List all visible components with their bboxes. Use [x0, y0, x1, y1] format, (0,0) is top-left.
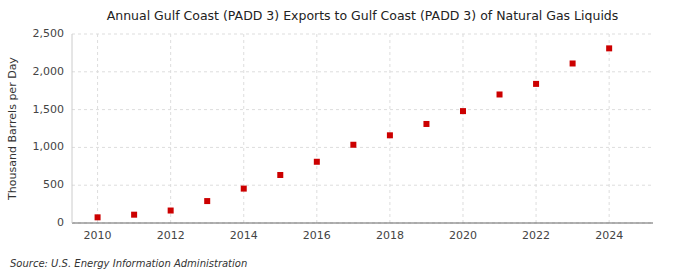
y-grid-line [72, 109, 653, 110]
x-grid-line [609, 34, 610, 223]
x-axis-line [72, 223, 653, 224]
point [314, 159, 320, 165]
x-tick-label: 2012 [157, 229, 185, 242]
y-tick-label: 2,000 [33, 65, 65, 78]
y-grid-line [72, 71, 653, 72]
point [131, 212, 137, 218]
x-grid-line [170, 34, 171, 223]
source-note: Source: U.S. Energy Information Administ… [10, 258, 247, 269]
x-grid-line [389, 34, 390, 223]
y-tick-label: 0 [57, 216, 64, 229]
point [387, 132, 393, 138]
y-tick-label: 2,500 [33, 27, 65, 40]
point [533, 81, 539, 87]
point [460, 108, 466, 114]
x-tick-label: 2014 [230, 229, 258, 242]
axes: 0 500 1,000 1,500 2,000 2,500 2010 2012 2014 2016… [33, 27, 654, 242]
point [350, 142, 356, 148]
y-axis-line [72, 34, 73, 223]
y-grid-line [72, 34, 653, 35]
x-grid-line [243, 34, 244, 223]
point [570, 60, 576, 66]
x-grid-line [97, 34, 98, 223]
x-grid-line [462, 34, 463, 223]
point [277, 172, 283, 178]
x-tick-label: 2010 [84, 229, 112, 242]
y-grid-line [72, 185, 653, 186]
point [606, 45, 612, 51]
x-tick-label: 2020 [449, 229, 477, 242]
x-tick-label: 2018 [376, 229, 404, 242]
point [241, 186, 247, 192]
title: Annual Gulf Coast (PADD 3) Exports to Gu… [107, 8, 619, 23]
points [95, 45, 613, 220]
grid [72, 34, 653, 223]
point [168, 208, 174, 214]
point [204, 198, 210, 204]
y-grid-line [72, 147, 653, 148]
x-tick-label: 2024 [595, 229, 623, 242]
x-tick-label: 2016 [303, 229, 331, 242]
point [497, 91, 503, 97]
x-grid-line [316, 34, 317, 223]
y-axis-label: Thousand Barrels per Day [6, 57, 19, 201]
point [423, 121, 429, 127]
plot-area [72, 34, 653, 223]
x-grid-line [536, 34, 537, 223]
chart: 0 500 1,000 1,500 2,000 2,500 2010 2012 2014 2016… [0, 0, 675, 275]
x-tick-label: 2022 [522, 229, 550, 242]
y-tick-label: 500 [43, 178, 64, 191]
y-tick-label: 1,000 [33, 140, 65, 153]
y-tick-label: 1,500 [33, 103, 65, 116]
point [95, 214, 101, 220]
y-grid-line [72, 223, 653, 224]
